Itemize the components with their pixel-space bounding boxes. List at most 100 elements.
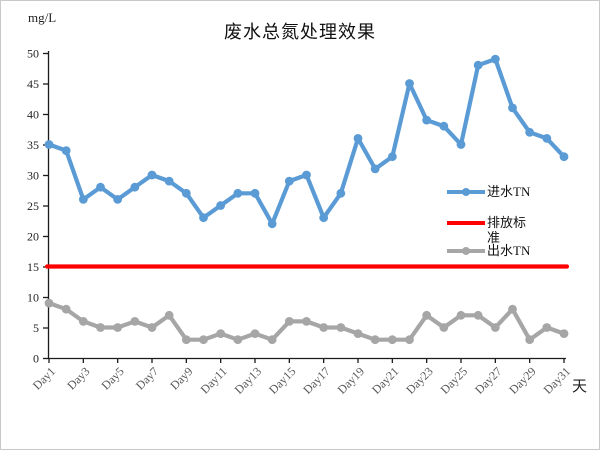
data-point-marker: [439, 121, 449, 131]
axes: [43, 51, 566, 363]
data-point-marker: [233, 188, 243, 198]
legend-item-influent: 进水TN: [447, 184, 531, 199]
data-point-marker: [525, 335, 535, 345]
y-axis-unit-label: mg/L: [28, 10, 57, 25]
data-point-marker: [164, 176, 174, 186]
data-point-marker: [422, 115, 432, 125]
data-point-marker: [473, 60, 483, 70]
y-tick-label: 15: [27, 260, 39, 274]
data-point-marker: [490, 54, 500, 64]
data-point-marker: [319, 213, 329, 223]
influent-series: [44, 54, 569, 229]
data-point-marker: [130, 182, 140, 192]
data-point-marker: [542, 323, 552, 332]
x-tick-label: Day5: [99, 364, 127, 392]
data-point-marker: [284, 176, 294, 186]
x-tick-label: Day13: [232, 364, 265, 397]
x-tick-label: Day25: [438, 364, 471, 397]
x-tick-label: Day3: [64, 364, 92, 392]
effluent-line-sample: [447, 243, 485, 258]
data-point-marker: [78, 317, 88, 326]
y-tick-label: 25: [27, 199, 39, 213]
data-point-marker: [199, 213, 208, 223]
data-point-marker: [302, 317, 311, 326]
x-tick-label: Day31: [541, 364, 574, 397]
data-point-marker: [78, 195, 88, 204]
influent-marker-icon: [462, 188, 470, 196]
data-point-marker: [422, 310, 432, 320]
y-tick-label: 10: [27, 291, 39, 305]
y-tick-label: 35: [27, 138, 39, 152]
data-point-marker: [387, 335, 397, 345]
data-point-marker: [44, 298, 54, 308]
data-point-marker: [61, 146, 71, 156]
data-point-marker: [216, 329, 226, 338]
data-point-marker: [302, 170, 311, 180]
data-point-marker: [525, 127, 535, 137]
x-tick-label: Day9: [167, 364, 195, 392]
data-point-marker: [199, 335, 208, 345]
y-tick-label: 50: [27, 47, 39, 61]
legend-label-effluent: 出水TN: [487, 243, 531, 258]
data-point-marker: [216, 201, 226, 210]
data-point-marker: [233, 335, 243, 345]
y-tick-label: 30: [27, 169, 39, 183]
y-tick-label: 0: [33, 352, 39, 366]
data-point-marker: [250, 188, 260, 198]
data-point-marker: [164, 310, 174, 320]
legend-label-standard: 排放标准: [487, 215, 527, 245]
standard-line-sample: [447, 215, 485, 230]
data-point-marker: [370, 335, 380, 345]
legend-item-standard: 排放标准: [447, 215, 531, 245]
data-point-marker: [370, 164, 380, 174]
data-point-marker: [473, 310, 483, 320]
data-point-marker: [284, 317, 294, 326]
data-point-marker: [44, 140, 54, 149]
legend-label-influent: 进水TN: [487, 184, 531, 199]
data-point-marker: [130, 317, 140, 326]
data-point-marker: [439, 323, 449, 332]
data-point-marker: [147, 170, 157, 180]
y-tick-label: 5: [33, 321, 39, 335]
data-point-marker: [319, 323, 329, 332]
data-point-marker: [508, 304, 517, 314]
x-tick-label: Day27: [472, 364, 505, 397]
series-line: [46, 56, 567, 226]
chart-title: 废水总氮处理效果: [224, 22, 376, 42]
data-point-marker: [96, 182, 105, 192]
data-point-marker: [353, 329, 363, 338]
data-point-marker: [508, 103, 517, 113]
data-point-marker: [113, 195, 123, 204]
data-point-marker: [181, 188, 191, 198]
data-point-marker: [387, 152, 397, 162]
data-point-marker: [267, 335, 277, 345]
data-point-marker: [353, 134, 363, 143]
data-point-marker: [250, 329, 260, 338]
data-point-marker: [559, 329, 569, 338]
data-point-marker: [181, 335, 191, 345]
x-tick-label: Day7: [133, 364, 161, 392]
data-point-marker: [542, 134, 552, 143]
data-point-marker: [267, 219, 277, 229]
effluent-marker-icon: [462, 247, 470, 255]
data-point-marker: [336, 188, 346, 198]
x-tick-label: Day23: [403, 364, 436, 397]
x-tick-label: Day11: [198, 364, 230, 396]
legend-item-effluent: 出水TN: [447, 243, 531, 258]
x-tick-label: Day19: [335, 364, 368, 397]
y-tick-label: 20: [27, 230, 39, 244]
y-tick-label: 40: [27, 108, 39, 122]
data-point-marker: [456, 310, 466, 320]
x-tick-label: Day17: [300, 364, 333, 397]
data-point-marker: [559, 152, 569, 162]
x-tick-label: Day15: [266, 364, 299, 397]
data-point-marker: [61, 304, 71, 314]
effluent-series: [44, 298, 569, 345]
data-point-marker: [405, 79, 414, 88]
x-axis-unit-label: 天: [572, 379, 588, 395]
data-point-marker: [96, 323, 105, 332]
data-point-marker: [147, 323, 157, 332]
data-point-marker: [456, 140, 466, 149]
